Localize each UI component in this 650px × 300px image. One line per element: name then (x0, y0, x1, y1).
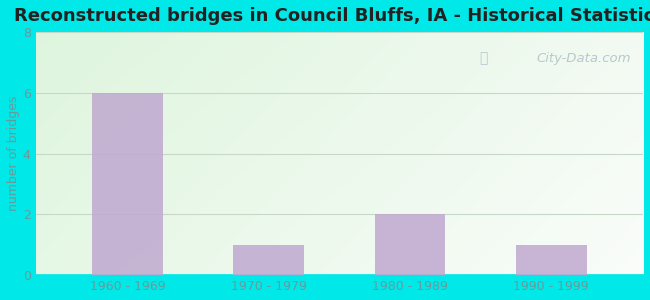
Text: City-Data.com: City-Data.com (536, 52, 631, 64)
Bar (92, 93, 162, 275)
Text: ⦾: ⦾ (479, 52, 488, 65)
Title: Reconstructed bridges in Council Bluffs, IA - Historical Statistics: Reconstructed bridges in Council Bluffs,… (14, 7, 650, 25)
Bar (233, 245, 304, 275)
Bar (374, 214, 445, 275)
Bar (516, 245, 586, 275)
Y-axis label: number of bridges: number of bridges (7, 96, 20, 212)
